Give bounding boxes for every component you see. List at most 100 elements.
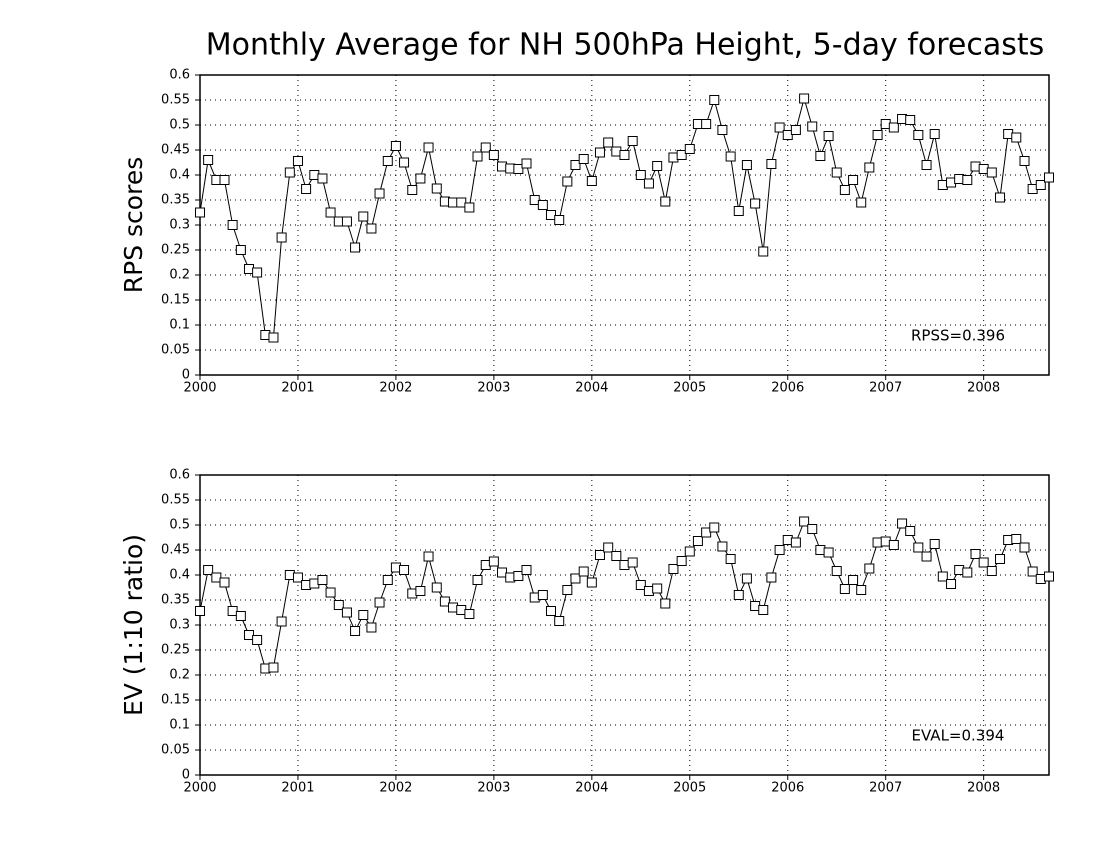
marker <box>1019 542 1030 553</box>
x-tick-label: 2002 <box>379 781 412 796</box>
marker <box>350 242 361 253</box>
marker <box>203 565 214 575</box>
marker <box>195 207 205 218</box>
marker <box>431 183 442 194</box>
plot-frame <box>199 74 1050 376</box>
marker <box>562 585 573 595</box>
marker <box>276 616 287 627</box>
marker <box>611 551 622 561</box>
marker <box>603 542 614 553</box>
marker <box>325 587 336 598</box>
marker <box>472 575 483 585</box>
marker <box>790 537 801 548</box>
x-tick-label: 2000 <box>183 381 216 396</box>
y-tick-label: 0.2 <box>169 668 190 683</box>
y-tick-label: 0.4 <box>169 168 190 183</box>
marker <box>962 175 973 185</box>
marker <box>970 549 981 559</box>
marker <box>619 150 630 160</box>
marker <box>594 550 605 560</box>
marker <box>725 554 736 564</box>
marker <box>333 600 344 610</box>
marker <box>741 573 752 584</box>
marker <box>464 609 475 619</box>
marker <box>692 119 703 129</box>
marker <box>1011 132 1022 143</box>
y-tick-label: 0.35 <box>161 193 190 208</box>
marker <box>521 158 532 169</box>
y-tick-label: 0.5 <box>169 518 190 533</box>
marker <box>1011 534 1022 544</box>
y-tick-label: 0.05 <box>161 743 190 758</box>
marker <box>227 220 238 230</box>
marker <box>905 526 916 536</box>
marker <box>603 137 614 148</box>
marker <box>358 610 369 620</box>
marker <box>399 157 410 168</box>
marker <box>1027 566 1038 577</box>
marker <box>799 516 810 527</box>
marker <box>374 188 385 199</box>
marker <box>815 545 826 555</box>
marker <box>301 184 312 194</box>
marker <box>839 584 850 594</box>
marker <box>488 556 499 567</box>
marker <box>676 150 687 160</box>
marker <box>913 542 924 553</box>
marker <box>929 129 940 139</box>
marker <box>978 557 989 568</box>
y-axis-label: EV (1:10 ratio) <box>119 534 148 716</box>
marker <box>627 136 638 146</box>
marker <box>913 130 924 140</box>
x-tick-label: 2004 <box>575 781 608 796</box>
marker <box>1044 571 1054 582</box>
chart-title: Monthly Average for NH 500hPa Height, 5-… <box>206 28 1044 63</box>
marker <box>480 142 491 153</box>
y-tick-label: 0.15 <box>161 693 190 708</box>
marker <box>766 159 777 169</box>
annotation: EVAL=0.394 <box>912 727 1005 745</box>
marker <box>986 167 997 178</box>
marker <box>888 122 899 133</box>
y-tick-label: 0.3 <box>169 218 190 233</box>
marker <box>578 566 589 577</box>
marker <box>823 131 834 141</box>
marker <box>570 160 581 170</box>
marker <box>864 162 875 173</box>
marker <box>652 583 663 594</box>
marker <box>643 178 654 189</box>
marker <box>325 207 336 218</box>
marker <box>235 611 246 621</box>
y-tick-label: 0.45 <box>161 143 190 158</box>
marker <box>195 606 205 616</box>
marker <box>497 567 508 578</box>
marker <box>203 155 214 165</box>
marker <box>554 616 565 626</box>
y-tick-label: 0.45 <box>161 543 190 558</box>
marker <box>774 122 785 133</box>
marker <box>497 161 508 172</box>
y-tick-label: 0.2 <box>169 268 190 283</box>
marker <box>937 180 948 190</box>
marker <box>341 216 352 227</box>
y-tick-label: 0 <box>182 368 190 383</box>
marker <box>399 565 410 575</box>
marker <box>382 575 393 585</box>
marker <box>905 115 916 125</box>
marker <box>1019 156 1030 166</box>
marker <box>815 151 826 161</box>
marker <box>758 246 769 257</box>
marker <box>668 152 679 163</box>
marker <box>488 150 499 160</box>
marker <box>676 556 687 566</box>
marker <box>431 582 442 593</box>
marker <box>423 142 434 153</box>
marker <box>995 554 1006 564</box>
marker <box>448 602 459 613</box>
marker <box>741 160 752 170</box>
x-tick-label: 2003 <box>477 781 510 796</box>
marker <box>570 573 581 584</box>
x-tick-label: 2003 <box>477 381 510 396</box>
marker <box>358 211 369 222</box>
y-tick-label: 0.25 <box>161 243 190 258</box>
